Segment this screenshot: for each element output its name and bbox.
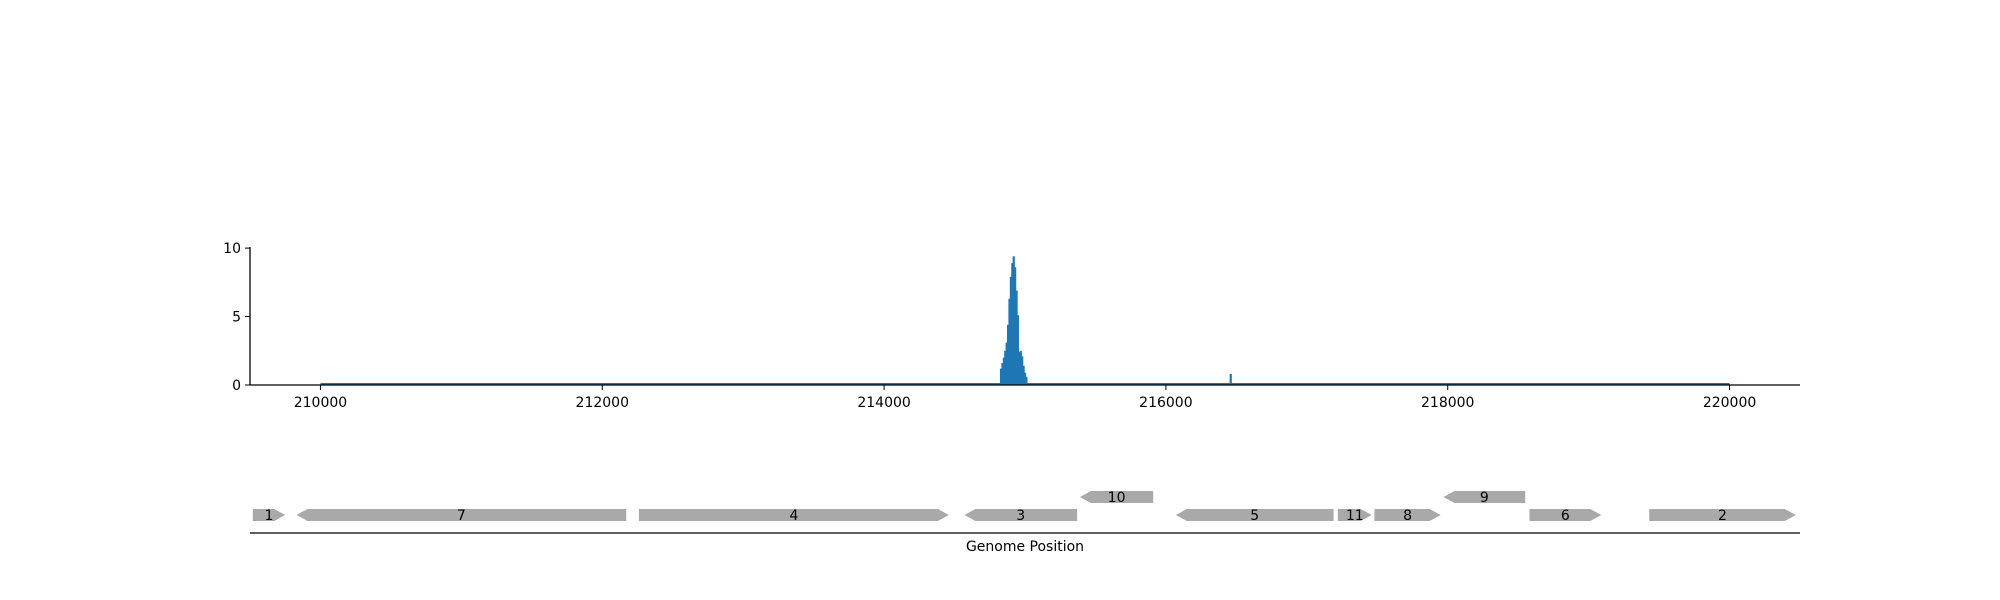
gene-track-x-label: Genome Position bbox=[966, 539, 1084, 555]
gene-arrow bbox=[252, 509, 286, 521]
coverage-bar bbox=[1025, 376, 1028, 385]
x-tick-label: 220000 bbox=[1703, 395, 1756, 411]
coverage-bar bbox=[1014, 267, 1017, 385]
gene-arrow bbox=[638, 509, 949, 521]
gene-label: 10 bbox=[1108, 490, 1126, 506]
x-tick-label: 212000 bbox=[576, 395, 629, 411]
y-tick-label: 0 bbox=[232, 378, 241, 394]
coverage-y-ticks: 0 5 10 bbox=[223, 241, 250, 394]
coverage-bar bbox=[1004, 350, 1007, 385]
gene-track: 1 7 4 3 10 5 11 8 9 6 2 Genome Position bbox=[250, 490, 1800, 555]
coverage-bar bbox=[1229, 374, 1232, 385]
x-tick-label: 214000 bbox=[857, 395, 910, 411]
coverage-bar bbox=[1008, 298, 1011, 385]
gene-arrow bbox=[1079, 491, 1154, 503]
x-tick-label: 218000 bbox=[1421, 395, 1474, 411]
gene-label: 1 bbox=[265, 508, 274, 524]
y-tick-label: 10 bbox=[223, 241, 241, 257]
gene-arrow bbox=[1649, 509, 1796, 521]
coverage-bar bbox=[1009, 276, 1013, 385]
gene-arrow bbox=[296, 509, 627, 521]
coverage-bar bbox=[1023, 372, 1027, 385]
coverage-bar bbox=[1012, 256, 1015, 385]
gene-arrows: 1 7 4 3 10 5 11 8 9 6 2 bbox=[252, 490, 1796, 524]
gene-label: 8 bbox=[1403, 508, 1412, 524]
coverage-bar bbox=[1005, 342, 1008, 385]
gene-label: 2 bbox=[1718, 508, 1727, 524]
gene-arrow bbox=[1529, 509, 1602, 521]
gene-arrow bbox=[1374, 509, 1441, 521]
gene-arrow bbox=[1175, 509, 1334, 521]
x-tick-label: 210000 bbox=[294, 395, 347, 411]
gene-label: 9 bbox=[1480, 490, 1489, 506]
coverage-bar bbox=[999, 368, 1003, 385]
gene-arrow bbox=[1337, 509, 1372, 521]
coverage-plot: 210000 212000 214000 216000 218000 220000 0 5 1… bbox=[223, 241, 1800, 411]
coverage-bar bbox=[1016, 315, 1020, 385]
coverage-bar bbox=[1001, 363, 1004, 385]
coverage-bar bbox=[1011, 263, 1014, 385]
coverage-bars bbox=[320, 256, 1730, 385]
coverage-bar bbox=[1018, 352, 1021, 385]
coverage-x-ticks: 210000 212000 214000 216000 218000 220000 bbox=[294, 385, 1756, 411]
coverage-bar bbox=[1002, 357, 1005, 385]
gene-label: 4 bbox=[789, 508, 798, 524]
coverage-bar bbox=[1015, 290, 1018, 385]
gene-arrow bbox=[1443, 491, 1526, 503]
gene-label: 5 bbox=[1250, 508, 1259, 524]
gene-label: 11 bbox=[1346, 508, 1364, 524]
coverage-bar bbox=[1021, 356, 1024, 385]
coverage-bar bbox=[1022, 365, 1025, 385]
gene-label: 7 bbox=[457, 508, 466, 524]
y-tick-label: 5 bbox=[232, 310, 241, 326]
coverage-bar bbox=[1019, 350, 1022, 385]
gene-label: 3 bbox=[1016, 508, 1025, 524]
x-tick-label: 216000 bbox=[1139, 395, 1192, 411]
coverage-bar bbox=[1006, 324, 1010, 385]
gene-arrow bbox=[964, 509, 1078, 521]
gene-label: 6 bbox=[1561, 508, 1570, 524]
